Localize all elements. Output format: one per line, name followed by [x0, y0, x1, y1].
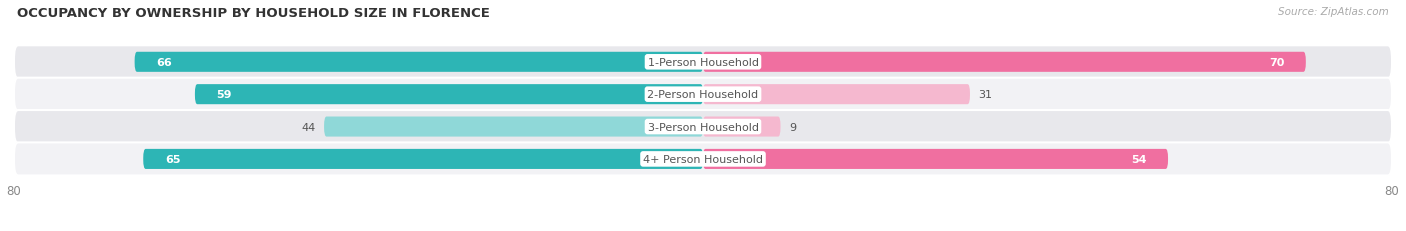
FancyBboxPatch shape [703, 149, 1168, 169]
Text: 2-Person Household: 2-Person Household [647, 90, 759, 100]
FancyBboxPatch shape [14, 78, 1392, 111]
Text: 3-Person Household: 3-Person Household [648, 122, 758, 132]
FancyBboxPatch shape [703, 52, 1306, 73]
FancyBboxPatch shape [135, 52, 703, 73]
Text: 4+ Person Household: 4+ Person Household [643, 154, 763, 164]
FancyBboxPatch shape [703, 85, 970, 105]
FancyBboxPatch shape [14, 46, 1392, 79]
FancyBboxPatch shape [143, 149, 703, 169]
FancyBboxPatch shape [14, 143, 1392, 176]
Text: 1-Person Household: 1-Person Household [648, 58, 758, 67]
Text: 31: 31 [979, 90, 993, 100]
Text: 66: 66 [156, 58, 172, 67]
Text: 59: 59 [217, 90, 232, 100]
Text: OCCUPANCY BY OWNERSHIP BY HOUSEHOLD SIZE IN FLORENCE: OCCUPANCY BY OWNERSHIP BY HOUSEHOLD SIZE… [17, 7, 489, 20]
FancyBboxPatch shape [195, 85, 703, 105]
Text: 70: 70 [1270, 58, 1284, 67]
Text: Source: ZipAtlas.com: Source: ZipAtlas.com [1278, 7, 1389, 17]
Text: 54: 54 [1130, 154, 1146, 164]
FancyBboxPatch shape [14, 111, 1392, 143]
Text: 44: 44 [301, 122, 315, 132]
FancyBboxPatch shape [703, 117, 780, 137]
Text: 65: 65 [165, 154, 180, 164]
FancyBboxPatch shape [323, 117, 703, 137]
Text: 9: 9 [789, 122, 796, 132]
